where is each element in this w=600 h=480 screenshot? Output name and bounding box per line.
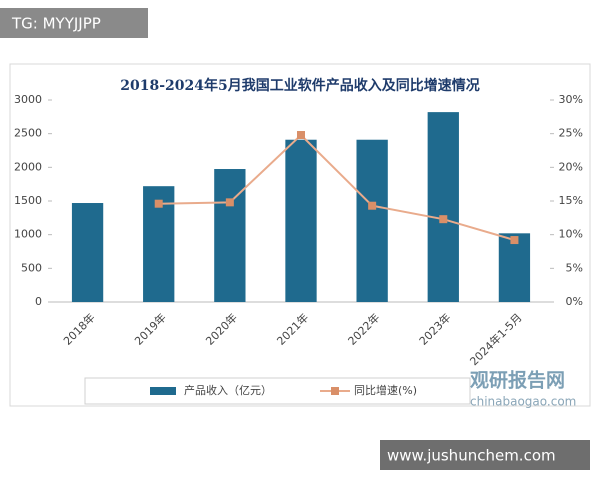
y-tick-label: 3000 [14, 93, 42, 106]
y-tick-label: 1000 [14, 228, 42, 241]
legend-label: 同比增速(%) [354, 383, 417, 397]
watermark-url: chinabaogao.com [470, 395, 576, 409]
y-tick-label: 2500 [14, 127, 42, 140]
watermark-box [0, 8, 148, 38]
watermark-logo: 观研报告网 [470, 369, 565, 392]
legend-label: 产品收入（亿元） [184, 383, 272, 397]
y2-tick-label: 10% [559, 228, 583, 241]
y2-tick-label: 15% [559, 194, 583, 207]
y2-tick-label: 0% [566, 295, 583, 308]
bar [71, 203, 104, 302]
line-marker [439, 215, 448, 224]
y-tick-label: 1500 [14, 194, 42, 207]
y2-tick-label: 30% [559, 93, 583, 106]
y-tick-label: 2000 [14, 160, 42, 173]
y-tick-label: 0 [35, 295, 42, 308]
watermark: TG: MYYJJPP [11, 15, 101, 33]
bar [214, 169, 246, 302]
y-tick-label: 500 [21, 261, 42, 274]
line-marker [368, 201, 377, 210]
chart-title: 2018-2024年5月我国工业软件产品收入及同比增速情况 [120, 77, 479, 94]
line-marker [510, 236, 519, 245]
bar [356, 139, 388, 302]
line-marker [154, 199, 163, 208]
watermark: www.jushunchem.com [387, 447, 556, 465]
line [158, 133, 515, 242]
y2-tick-label: 25% [559, 127, 583, 140]
bar [285, 139, 317, 302]
watermark-box [380, 440, 590, 470]
legend-swatch [331, 387, 339, 395]
legend-swatch [150, 387, 176, 395]
line-marker [297, 131, 305, 140]
y2-tick-label: 20% [559, 160, 583, 173]
line-marker [225, 198, 234, 207]
bar [427, 112, 459, 303]
y2-tick-label: 5% [566, 261, 583, 274]
bar [498, 233, 531, 302]
legend-box [84, 377, 471, 405]
